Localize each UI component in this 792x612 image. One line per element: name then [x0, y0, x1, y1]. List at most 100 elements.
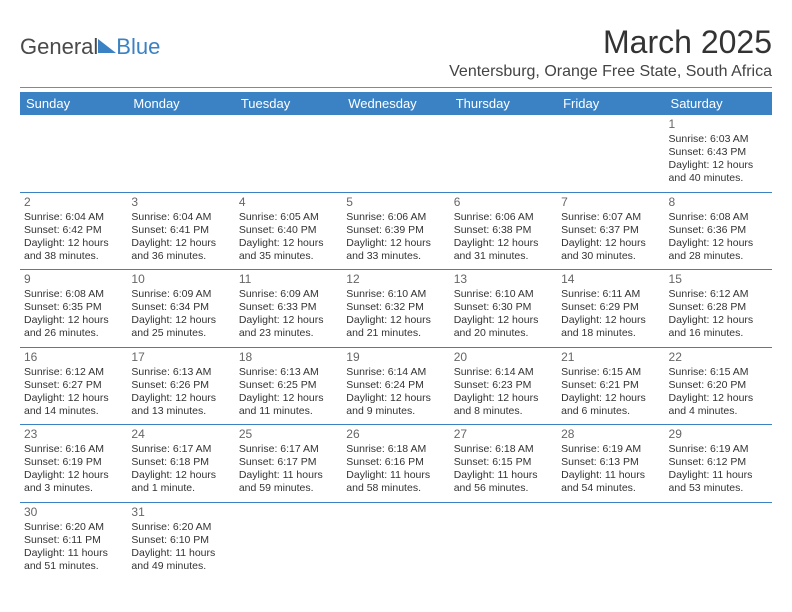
calendar-cell — [450, 502, 557, 579]
day-number: 17 — [131, 350, 230, 365]
sunrise-text: Sunrise: 6:10 AM — [346, 288, 445, 301]
daylight-text: Daylight: 12 hours — [561, 392, 660, 405]
calendar-cell — [665, 502, 772, 579]
daylight-text: Daylight: 12 hours — [131, 314, 230, 327]
day-number: 11 — [239, 272, 338, 287]
daylight-text: and 4 minutes. — [669, 405, 768, 418]
daylight-text: Daylight: 12 hours — [454, 314, 553, 327]
calendar-cell: 12Sunrise: 6:10 AMSunset: 6:32 PMDayligh… — [342, 270, 449, 348]
logo: General Blue — [20, 34, 160, 60]
calendar-cell — [557, 115, 664, 192]
sunset-text: Sunset: 6:17 PM — [239, 456, 338, 469]
sunrise-text: Sunrise: 6:04 AM — [24, 211, 123, 224]
sunrise-text: Sunrise: 6:19 AM — [561, 443, 660, 456]
sunset-text: Sunset: 6:26 PM — [131, 379, 230, 392]
day-number: 4 — [239, 195, 338, 210]
calendar-body: 1Sunrise: 6:03 AMSunset: 6:43 PMDaylight… — [20, 115, 772, 579]
day-number: 22 — [669, 350, 768, 365]
logo-text-general: General — [20, 34, 98, 60]
calendar-cell: 14Sunrise: 6:11 AMSunset: 6:29 PMDayligh… — [557, 270, 664, 348]
sunrise-text: Sunrise: 6:15 AM — [561, 366, 660, 379]
calendar-cell: 15Sunrise: 6:12 AMSunset: 6:28 PMDayligh… — [665, 270, 772, 348]
daylight-text: Daylight: 12 hours — [239, 392, 338, 405]
sunset-text: Sunset: 6:25 PM — [239, 379, 338, 392]
day-number: 29 — [669, 427, 768, 442]
daylight-text: and 18 minutes. — [561, 327, 660, 340]
sunrise-text: Sunrise: 6:14 AM — [346, 366, 445, 379]
day-number: 9 — [24, 272, 123, 287]
daylight-text: Daylight: 11 hours — [669, 469, 768, 482]
calendar-cell: 20Sunrise: 6:14 AMSunset: 6:23 PMDayligh… — [450, 347, 557, 425]
day-number: 28 — [561, 427, 660, 442]
day-number: 30 — [24, 505, 123, 520]
daylight-text: Daylight: 12 hours — [669, 392, 768, 405]
sunset-text: Sunset: 6:35 PM — [24, 301, 123, 314]
sunrise-text: Sunrise: 6:10 AM — [454, 288, 553, 301]
sunrise-text: Sunrise: 6:18 AM — [454, 443, 553, 456]
calendar-cell: 21Sunrise: 6:15 AMSunset: 6:21 PMDayligh… — [557, 347, 664, 425]
daylight-text: and 3 minutes. — [24, 482, 123, 495]
daylight-text: Daylight: 12 hours — [24, 469, 123, 482]
daylight-text: Daylight: 12 hours — [561, 314, 660, 327]
calendar-cell — [557, 502, 664, 579]
calendar-cell: 2Sunrise: 6:04 AMSunset: 6:42 PMDaylight… — [20, 192, 127, 270]
day-number: 13 — [454, 272, 553, 287]
logo-sail-icon — [98, 39, 116, 53]
sunset-text: Sunset: 6:38 PM — [454, 224, 553, 237]
sunrise-text: Sunrise: 6:20 AM — [24, 521, 123, 534]
sunset-text: Sunset: 6:12 PM — [669, 456, 768, 469]
sunrise-text: Sunrise: 6:13 AM — [131, 366, 230, 379]
sunrise-text: Sunrise: 6:16 AM — [24, 443, 123, 456]
daylight-text: Daylight: 12 hours — [131, 469, 230, 482]
calendar-cell: 3Sunrise: 6:04 AMSunset: 6:41 PMDaylight… — [127, 192, 234, 270]
sunrise-text: Sunrise: 6:04 AM — [131, 211, 230, 224]
daylight-text: Daylight: 12 hours — [346, 314, 445, 327]
daylight-text: Daylight: 11 hours — [454, 469, 553, 482]
sunrise-text: Sunrise: 6:17 AM — [131, 443, 230, 456]
calendar-row: 23Sunrise: 6:16 AMSunset: 6:19 PMDayligh… — [20, 425, 772, 503]
weekday-header: Friday — [557, 92, 664, 115]
sunset-text: Sunset: 6:37 PM — [561, 224, 660, 237]
sunrise-text: Sunrise: 6:12 AM — [24, 366, 123, 379]
sunset-text: Sunset: 6:42 PM — [24, 224, 123, 237]
daylight-text: Daylight: 11 hours — [131, 547, 230, 560]
sunset-text: Sunset: 6:23 PM — [454, 379, 553, 392]
daylight-text: Daylight: 11 hours — [346, 469, 445, 482]
sunrise-text: Sunrise: 6:11 AM — [561, 288, 660, 301]
calendar-row: 30Sunrise: 6:20 AMSunset: 6:11 PMDayligh… — [20, 502, 772, 579]
sunset-text: Sunset: 6:21 PM — [561, 379, 660, 392]
daylight-text: Daylight: 11 hours — [239, 469, 338, 482]
day-number: 6 — [454, 195, 553, 210]
calendar-row: 9Sunrise: 6:08 AMSunset: 6:35 PMDaylight… — [20, 270, 772, 348]
sunrise-text: Sunrise: 6:13 AM — [239, 366, 338, 379]
logo-text-blue: Blue — [116, 34, 160, 60]
sunset-text: Sunset: 6:18 PM — [131, 456, 230, 469]
calendar-cell: 5Sunrise: 6:06 AMSunset: 6:39 PMDaylight… — [342, 192, 449, 270]
daylight-text: and 9 minutes. — [346, 405, 445, 418]
day-number: 19 — [346, 350, 445, 365]
day-number: 21 — [561, 350, 660, 365]
calendar-cell: 25Sunrise: 6:17 AMSunset: 6:17 PMDayligh… — [235, 425, 342, 503]
day-number: 27 — [454, 427, 553, 442]
sunset-text: Sunset: 6:27 PM — [24, 379, 123, 392]
day-number: 18 — [239, 350, 338, 365]
calendar-cell — [450, 115, 557, 192]
daylight-text: and 54 minutes. — [561, 482, 660, 495]
day-number: 16 — [24, 350, 123, 365]
day-number: 10 — [131, 272, 230, 287]
sunset-text: Sunset: 6:33 PM — [239, 301, 338, 314]
calendar-cell: 9Sunrise: 6:08 AMSunset: 6:35 PMDaylight… — [20, 270, 127, 348]
calendar-cell: 27Sunrise: 6:18 AMSunset: 6:15 PMDayligh… — [450, 425, 557, 503]
daylight-text: and 25 minutes. — [131, 327, 230, 340]
daylight-text: and 13 minutes. — [131, 405, 230, 418]
calendar-cell — [342, 502, 449, 579]
daylight-text: Daylight: 12 hours — [24, 392, 123, 405]
daylight-text: and 28 minutes. — [669, 250, 768, 263]
calendar-cell: 6Sunrise: 6:06 AMSunset: 6:38 PMDaylight… — [450, 192, 557, 270]
daylight-text: and 38 minutes. — [24, 250, 123, 263]
day-number: 20 — [454, 350, 553, 365]
day-number: 24 — [131, 427, 230, 442]
daylight-text: Daylight: 12 hours — [239, 314, 338, 327]
title-block: March 2025 Ventersburg, Orange Free Stat… — [449, 24, 772, 81]
daylight-text: Daylight: 12 hours — [669, 159, 768, 172]
